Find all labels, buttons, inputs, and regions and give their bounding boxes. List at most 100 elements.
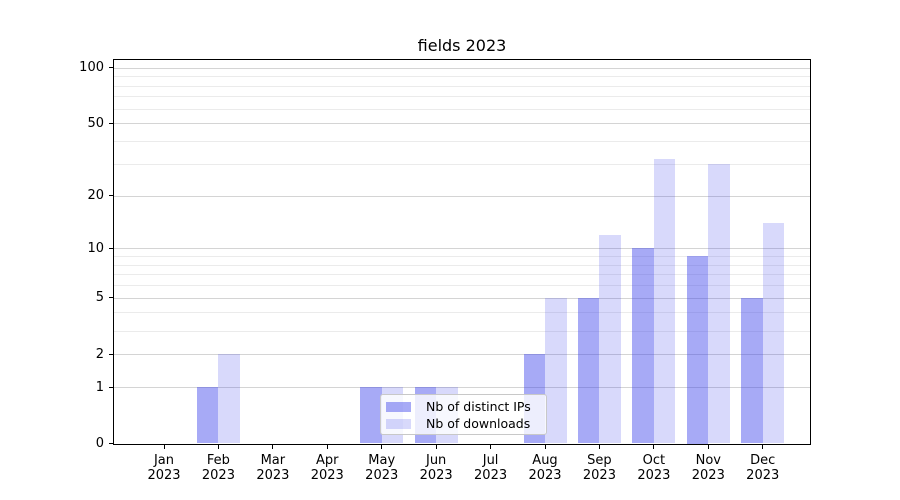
x-tick-label: Oct 2023 — [619, 453, 689, 484]
x-axis-tick — [653, 444, 655, 449]
y-minor-gridline — [114, 163, 810, 165]
bar-distinct-ips-dec — [741, 297, 763, 444]
x-tick-year: 2023 — [147, 468, 181, 483]
bar-downloads-dec — [762, 222, 785, 444]
y-tick-label: 20 — [87, 188, 104, 204]
y-major-gridline — [114, 248, 810, 250]
y-minor-gridline — [114, 141, 810, 143]
x-tick-year: 2023 — [419, 468, 453, 483]
x-tick-label: Feb 2023 — [183, 453, 253, 484]
x-tick-month: Aug — [532, 452, 558, 468]
legend-label: Nb of downloads — [426, 415, 531, 431]
y-minor-gridline — [114, 274, 810, 276]
x-tick-month: Apr — [316, 452, 339, 468]
y-minor-gridline — [114, 285, 810, 287]
x-axis-tick — [490, 444, 492, 449]
x-axis-tick — [163, 444, 165, 449]
legend: Nb of distinct IPs Nb of downloads — [379, 394, 547, 435]
bar-downloads-feb — [218, 354, 240, 444]
x-axis-tick — [435, 444, 437, 449]
chart-title: fields 2023 — [417, 36, 507, 55]
legend-item-downloads: Nb of downloads — [386, 416, 546, 433]
y-axis-tick — [108, 386, 113, 388]
x-tick-month: Jan — [153, 452, 175, 468]
x-tick-month: Oct — [642, 452, 666, 468]
x-tick-month: Mar — [260, 452, 286, 468]
y-minor-gridline — [114, 330, 810, 332]
x-axis-tick — [762, 444, 764, 449]
x-tick-label: Sep 2023 — [564, 453, 634, 484]
y-minor-gridline — [114, 312, 810, 314]
y-tick-label: 50 — [87, 115, 104, 131]
y-minor-gridline — [114, 85, 810, 87]
x-tick-year: 2023 — [201, 468, 235, 483]
x-tick-month: Nov — [695, 452, 721, 468]
bar-distinct-ips-sep — [577, 297, 600, 444]
bar-downloads-oct — [653, 158, 676, 444]
y-axis-tick — [108, 67, 113, 69]
bar-distinct-ips-feb — [196, 387, 219, 444]
x-axis-tick — [326, 444, 328, 449]
y-axis-tick — [108, 247, 113, 249]
x-tick-label: Dec 2023 — [728, 453, 798, 484]
x-tick-label: Aug 2023 — [510, 453, 580, 484]
x-tick-label: Jul 2023 — [456, 453, 526, 484]
bar-downloads-aug — [545, 297, 567, 444]
x-tick-label: Jan 2023 — [129, 453, 199, 484]
x-tick-label: Jun 2023 — [401, 453, 471, 484]
bar-distinct-ips-nov — [686, 256, 709, 444]
y-minor-gridline — [114, 256, 810, 257]
y-major-gridline — [114, 123, 810, 125]
y-minor-gridline — [114, 76, 810, 78]
bar-downloads-nov — [708, 163, 730, 444]
legend-item-distinct-ips: Nb of distinct IPs — [386, 399, 546, 416]
y-major-gridline — [114, 387, 810, 389]
x-axis-tick — [272, 444, 274, 449]
y-tick-label: 2 — [95, 346, 104, 362]
bar-distinct-ips-oct — [632, 248, 654, 444]
y-tick-label: 5 — [95, 290, 104, 306]
x-tick-year: 2023 — [582, 468, 616, 483]
y-major-gridline — [114, 354, 810, 356]
x-tick-year: 2023 — [637, 468, 671, 483]
x-tick-year: 2023 — [365, 468, 399, 483]
x-tick-label: Mar 2023 — [238, 453, 308, 484]
x-tick-month: Jul — [482, 452, 499, 468]
x-tick-label: Nov 2023 — [673, 453, 743, 484]
y-minor-gridline — [114, 108, 810, 110]
x-tick-year: 2023 — [691, 468, 725, 483]
x-tick-label: Apr 2023 — [292, 453, 362, 484]
x-tick-year: 2023 — [310, 468, 344, 483]
x-tick-year: 2023 — [256, 468, 290, 483]
y-tick-label: 0 — [95, 436, 104, 451]
y-axis-tick — [108, 443, 113, 444]
x-tick-month: Sep — [587, 452, 612, 468]
legend-swatch — [386, 418, 411, 429]
y-major-gridline — [114, 195, 810, 197]
x-axis-tick — [598, 444, 600, 449]
y-minor-gridline — [114, 96, 810, 98]
bar-distinct-ips-may — [360, 387, 382, 444]
x-axis-tick — [381, 444, 383, 449]
y-minor-gridline — [114, 264, 810, 266]
y-major-gridline — [114, 297, 810, 299]
y-axis-tick — [108, 195, 113, 197]
bar-downloads-sep — [599, 234, 621, 444]
plot-area — [113, 59, 811, 445]
y-tick-label: 100 — [79, 60, 104, 76]
x-tick-month: Jun — [425, 452, 447, 468]
x-tick-month: May — [368, 452, 396, 468]
x-tick-year: 2023 — [746, 468, 780, 483]
x-tick-year: 2023 — [528, 468, 562, 483]
legend-label: Nb of distinct IPs — [426, 399, 531, 414]
x-tick-year: 2023 — [474, 468, 508, 483]
x-axis-tick — [544, 444, 546, 449]
y-axis-tick — [108, 353, 113, 355]
legend-swatch — [386, 402, 411, 413]
x-axis-tick — [217, 444, 219, 449]
x-tick-label: May 2023 — [347, 453, 417, 484]
x-tick-month: Feb — [206, 452, 230, 468]
y-tick-label: 10 — [87, 240, 104, 256]
y-axis-tick — [108, 122, 113, 124]
